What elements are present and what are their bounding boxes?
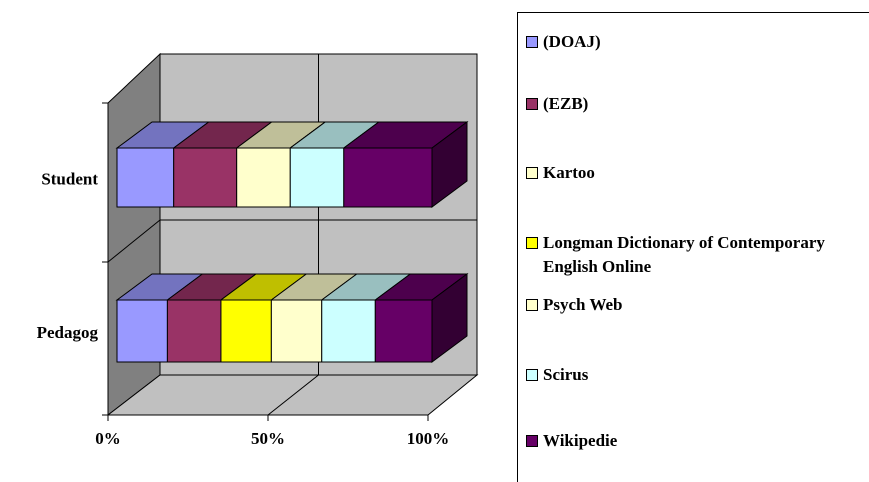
bar-front xyxy=(116,147,175,208)
bar-front xyxy=(236,147,291,208)
bar-segment xyxy=(269,273,359,363)
bar-segment xyxy=(165,273,258,363)
legend-label: (EZB) xyxy=(543,94,589,113)
bar-front xyxy=(116,299,168,363)
legend-item: (EZB) xyxy=(526,92,866,116)
bar-segment xyxy=(373,273,469,363)
bar-front xyxy=(270,299,323,363)
bar-side xyxy=(431,273,468,363)
legend-swatch xyxy=(526,36,538,48)
bar-front xyxy=(289,147,345,208)
legend-swatch xyxy=(526,299,538,311)
bar-segment xyxy=(342,121,469,208)
x-tick-label: 0% xyxy=(95,429,121,448)
legend-label: Longman Dictionary of Contemporary Engli… xyxy=(543,233,825,276)
bar-segment xyxy=(288,121,381,208)
x-tick-label: 100% xyxy=(407,429,450,448)
legend-swatch xyxy=(526,369,538,381)
bar-segment xyxy=(172,121,274,208)
bar-front xyxy=(374,299,433,363)
legend-label: Wikipedie xyxy=(543,431,618,450)
bar-side xyxy=(431,121,468,208)
wall-divider xyxy=(107,219,161,263)
legend-label: Kartoo xyxy=(543,163,595,182)
legend-item: Psych Web xyxy=(526,293,866,317)
plot: 0% 50% 100% Student Pedagog xyxy=(37,52,479,448)
legend-item: Kartoo xyxy=(526,161,866,185)
bar-segment xyxy=(219,273,308,363)
legend-item: (DOAJ) xyxy=(526,30,866,54)
legend-item: Longman Dictionary of Contemporary Engli… xyxy=(526,231,866,279)
bar-segment xyxy=(115,273,204,363)
bar-front xyxy=(220,299,272,363)
bar-front xyxy=(343,147,433,208)
legend-swatch xyxy=(526,167,538,179)
category-label: Student xyxy=(41,169,98,188)
legend: (DOAJ) (EZB) Kartoo Longman Dictionary of C… xyxy=(517,12,869,482)
legend-item: Wikipedie xyxy=(526,429,866,453)
legend-label: (DOAJ) xyxy=(543,32,601,51)
bar-front xyxy=(166,299,222,363)
legend-swatch xyxy=(526,435,538,447)
bar-front xyxy=(321,299,376,363)
legend-swatch xyxy=(526,237,538,249)
legend-label: Psych Web xyxy=(543,295,623,314)
grid-line xyxy=(267,374,319,416)
category-label: Pedagog xyxy=(37,323,99,342)
legend-item: Scirus xyxy=(526,363,866,387)
bar-front xyxy=(173,147,238,208)
legend-swatch xyxy=(526,98,538,110)
legend-label: Scirus xyxy=(543,365,589,384)
bar-segment xyxy=(235,121,327,208)
x-tick-label: 50% xyxy=(251,429,285,448)
